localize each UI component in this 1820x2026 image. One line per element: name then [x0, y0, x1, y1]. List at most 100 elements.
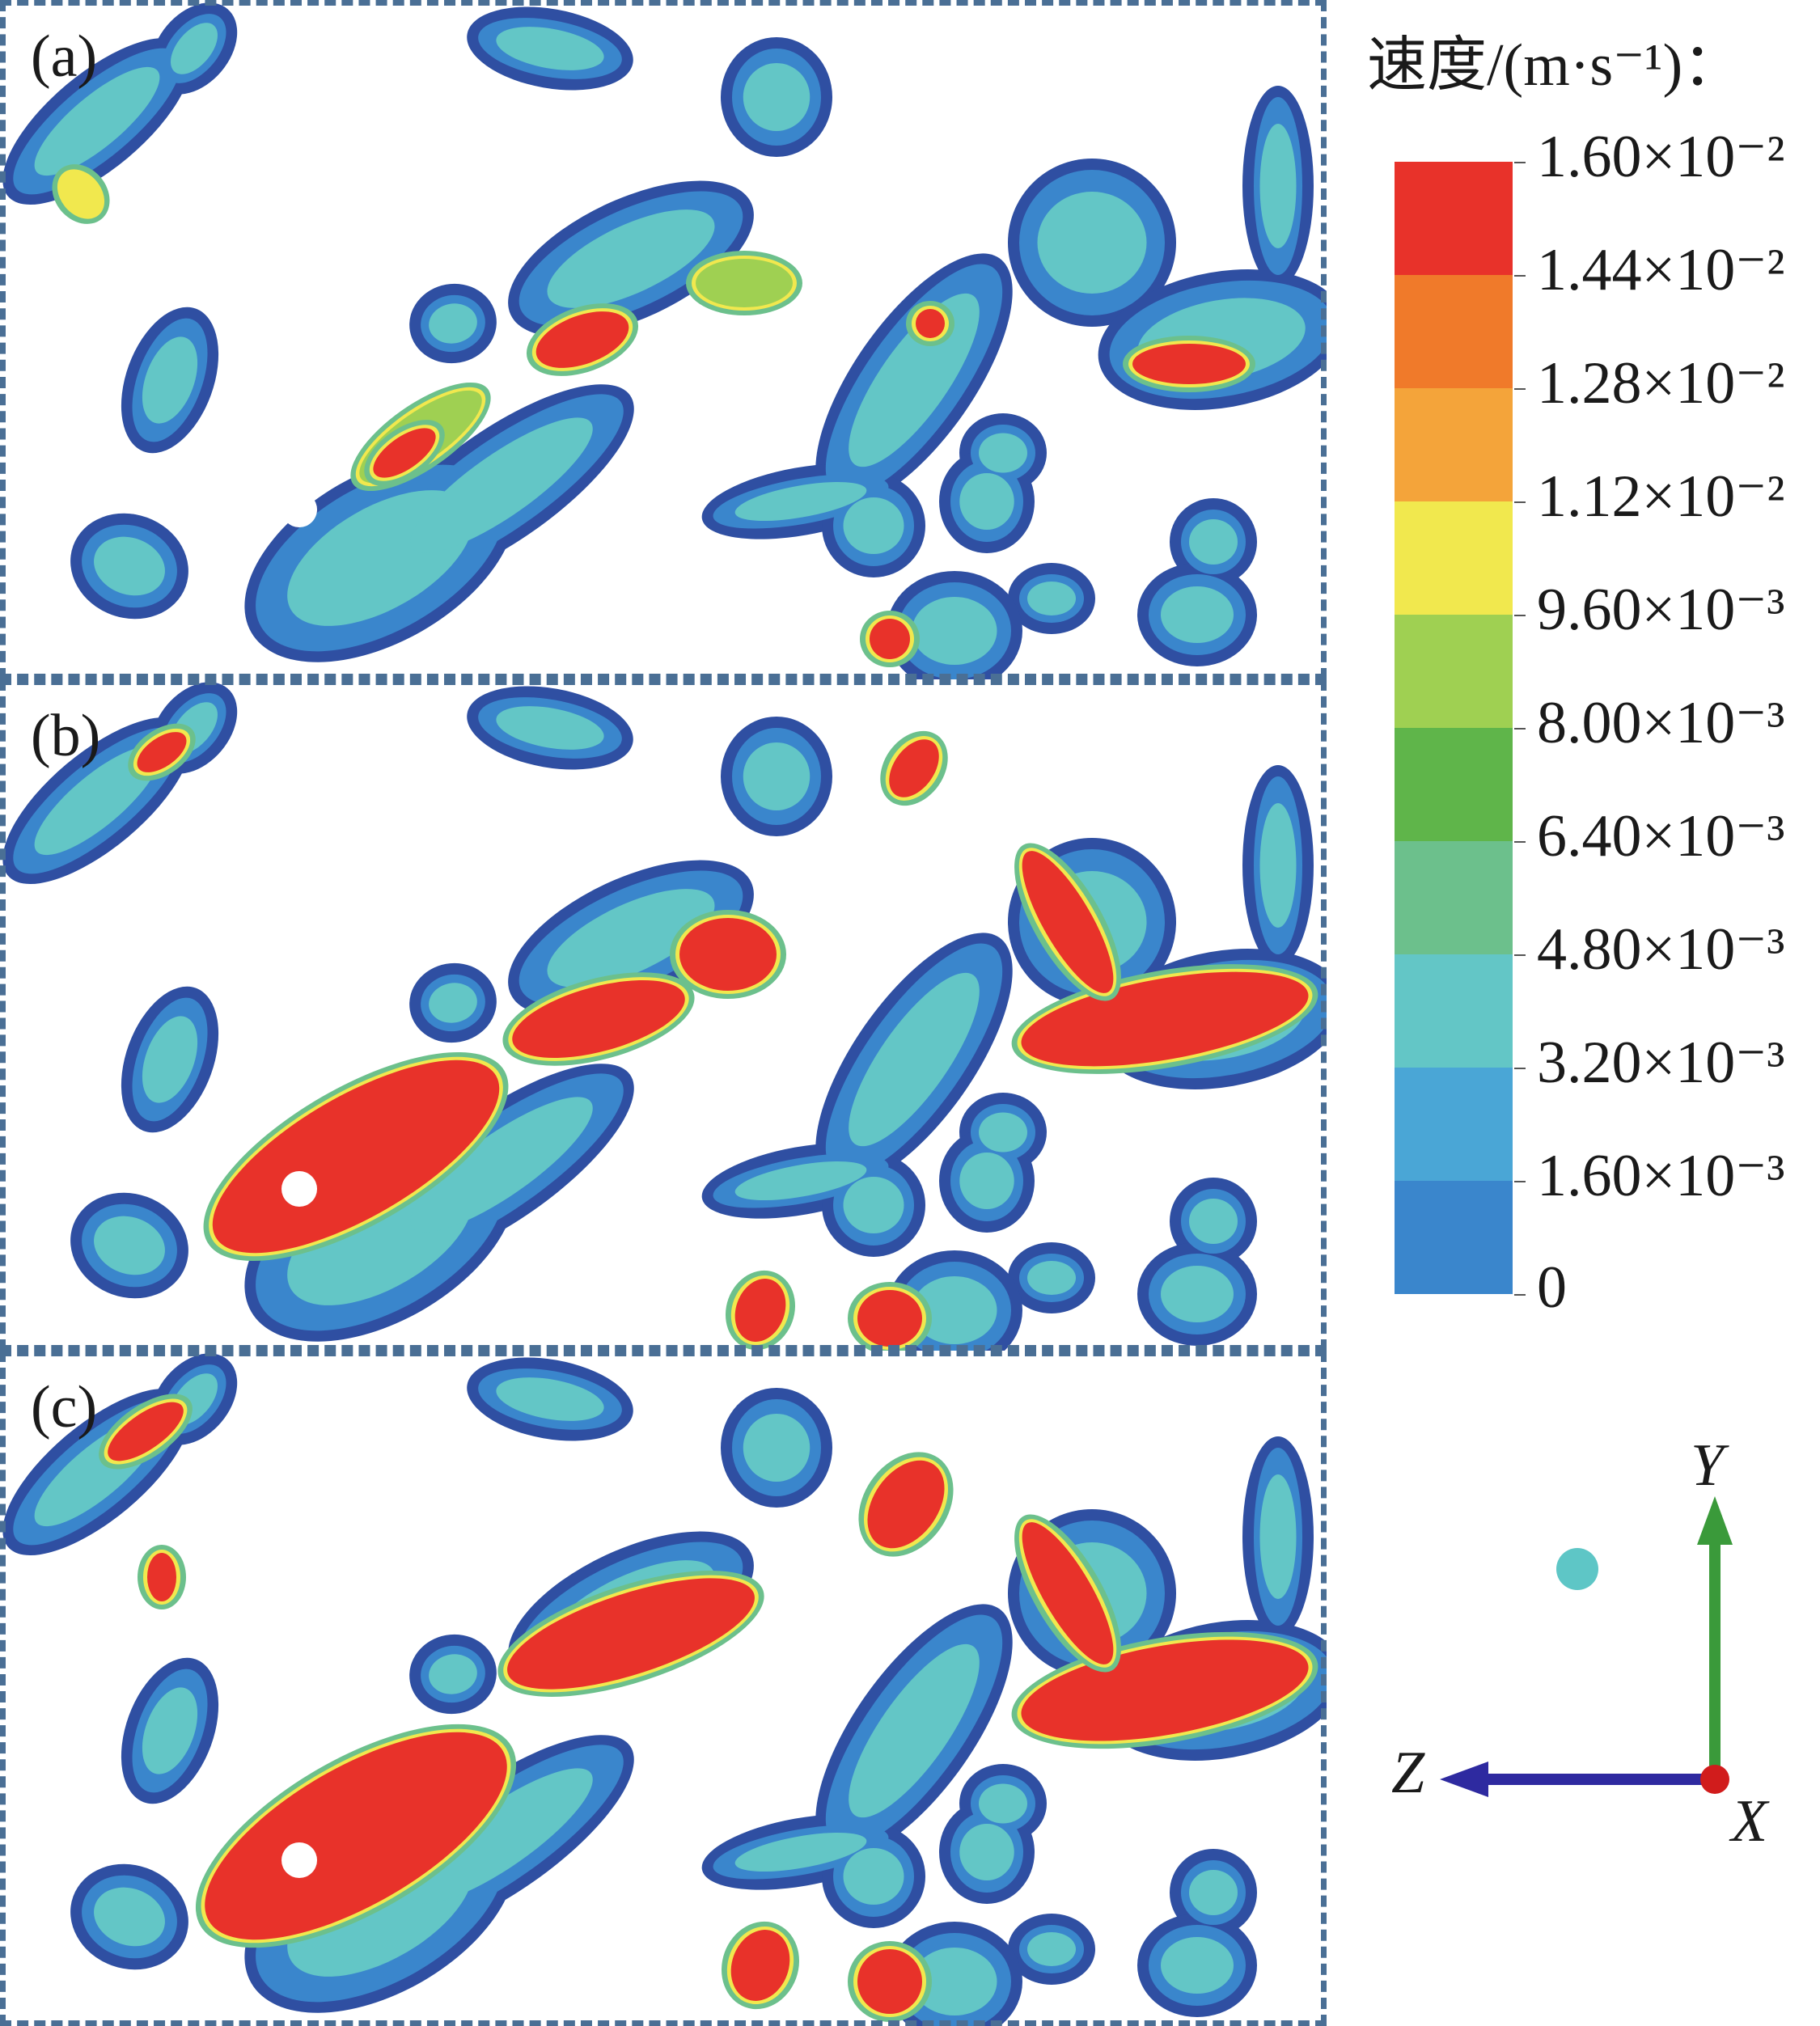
legend-title: 速度/(m·s⁻¹)： [1367, 32, 1743, 99]
flow-region-core [142, 336, 198, 424]
legend-band [1395, 501, 1513, 615]
flow-region-core [429, 303, 477, 344]
flow-region-core [142, 1016, 198, 1103]
flow-region-core [1027, 1261, 1076, 1295]
legend-tick-label: 8.00×10⁻³ [1537, 690, 1785, 756]
legend-tick-label: 4.80×10⁻³ [1537, 916, 1785, 983]
legend-tick-mark [1514, 275, 1526, 277]
flow-region-core [912, 1948, 997, 2015]
flow-region-core [1189, 519, 1238, 565]
flow-region-core [843, 1177, 904, 1233]
y-axis-label: Y [1691, 1432, 1725, 1499]
flow-region-core [912, 597, 997, 665]
flow-region-core [1259, 803, 1297, 928]
flow-region-core [1161, 586, 1234, 643]
flow-region-core [849, 972, 980, 1147]
flow-hotspot [205, 1732, 507, 1940]
flow-hotspot [137, 732, 187, 772]
legend-tick-mark [1514, 388, 1526, 390]
panel-c-frame [0, 1351, 1327, 2026]
flow-region-core [959, 473, 1014, 530]
flow-region-core [171, 23, 218, 74]
legend-band [1395, 275, 1513, 389]
legend-band [1395, 728, 1513, 842]
flow-region-core [34, 746, 160, 856]
legend-tick-label: 1.12×10⁻² [1537, 463, 1785, 530]
flow-region-core [94, 1887, 165, 1947]
legend-tick-mark [1514, 1181, 1526, 1182]
legend-tick-mark [1514, 1294, 1526, 1296]
flow-hotspot [1022, 851, 1114, 993]
legend-tick-label: 1.60×10⁻³ [1537, 1143, 1785, 1209]
flow-region-core [1027, 1932, 1076, 1966]
flow-hotspot [1022, 1522, 1114, 1664]
flow-region-core [1259, 124, 1297, 248]
flow-hotspot [512, 980, 685, 1058]
flow-region-core [743, 742, 811, 810]
flow-region-core [849, 1643, 980, 1818]
panel-b-label: (b) [31, 703, 101, 769]
flow-void [281, 1842, 317, 1878]
z-axis-label: Z [1391, 1740, 1425, 1806]
flow-hotspot [857, 1290, 922, 1347]
flow-hotspot [734, 1279, 786, 1342]
panel-c-flowfield [2, 1353, 1327, 2026]
flow-hotspot [679, 918, 777, 991]
flow-void [281, 492, 317, 527]
legend-band [1395, 615, 1513, 729]
panel-b-frame [0, 679, 1327, 1351]
flow-region-core [429, 1654, 477, 1694]
flow-region-core [1189, 1870, 1238, 1915]
flow-region-core [1027, 582, 1076, 615]
panel-c: (c) [0, 1351, 1327, 2026]
x-axis-dot [1700, 1765, 1729, 1794]
flow-region-core [496, 27, 604, 70]
x-axis-label: X [1731, 1788, 1768, 1855]
flow-hotspot [867, 1460, 945, 1549]
flow-region-core [1161, 1937, 1234, 1994]
flow-region-core [843, 497, 904, 554]
flow-region-core [734, 481, 867, 522]
legend-tick-mark [1514, 615, 1526, 616]
legend-band [1395, 1068, 1513, 1182]
flow-region-core [429, 983, 477, 1023]
flow-region-core [142, 1687, 198, 1774]
legend-tick-label: 3.20×10⁻³ [1537, 1030, 1785, 1096]
legend-band [1395, 388, 1513, 502]
flow-region-core [496, 1377, 604, 1421]
panel-b: (b) [0, 679, 1327, 1351]
flow-hotspot [730, 1930, 790, 2001]
flow-hotspot [889, 739, 939, 797]
flow-region-core [94, 1216, 165, 1275]
legend-tick-mark [1514, 954, 1526, 956]
flow-region-core [843, 1848, 904, 1905]
panel-a-label: (a) [31, 23, 98, 90]
legend-tick-label: 6.40×10⁻³ [1537, 803, 1785, 869]
flow-region-core [979, 1783, 1027, 1824]
legend-band [1395, 1181, 1513, 1294]
legend-colorbar [1395, 162, 1513, 1294]
panel-a: (a) [0, 0, 1327, 679]
legend-band [1395, 841, 1513, 955]
flow-region-core [410, 1097, 593, 1233]
legend-tick-mark [1514, 728, 1526, 730]
legend-tick-mark [1514, 162, 1526, 163]
flow-hotspot [507, 1578, 755, 1690]
flow-hotspot [147, 1553, 176, 1601]
flow-region-core [34, 66, 160, 176]
flow-region-core [912, 1276, 997, 1344]
axes-triad [1440, 1496, 1733, 1797]
flow-void [281, 1171, 317, 1207]
panel-a-flowfield [2, 2, 1327, 679]
legend-tick-label: 0 [1537, 1254, 1567, 1321]
flow-hotspot [535, 311, 629, 368]
flow-hotspot [1132, 344, 1246, 384]
legend-tick-mark [1514, 1068, 1526, 1069]
flow-region-core [94, 536, 165, 596]
legend-tick-mark [1514, 841, 1526, 843]
flow-region-core [979, 1112, 1027, 1153]
panel-b-flowfield [2, 682, 1327, 1351]
flow-region-core [734, 1832, 867, 1872]
flow-hotspot [61, 172, 101, 216]
flow-region-core [959, 1824, 1014, 1880]
